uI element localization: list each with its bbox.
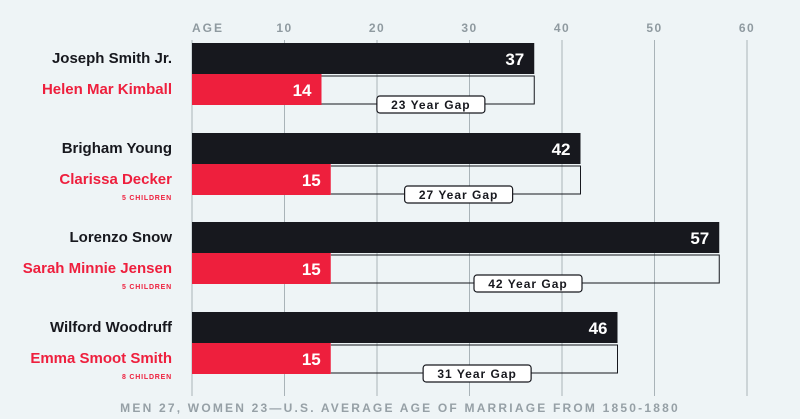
man-bar-1 xyxy=(192,133,581,164)
woman-age-label-2: 15 xyxy=(302,260,321,279)
gap-pill-0 xyxy=(376,95,486,114)
gap-value-1: 27 xyxy=(419,188,434,202)
gap-label-3: 31 Year Gap xyxy=(437,367,517,381)
man-age-label-0: 37 xyxy=(505,50,524,69)
x-tick-label-60: 60 xyxy=(739,21,755,35)
man-age-label-2: 57 xyxy=(690,229,709,248)
x-axis-label: AGE xyxy=(192,21,224,35)
man-bar-3 xyxy=(192,312,618,343)
man-bar-2 xyxy=(192,222,720,253)
woman-bar-0 xyxy=(192,74,322,105)
x-tick-label-50: 50 xyxy=(646,21,662,35)
x-tick-label-40: 40 xyxy=(554,21,570,35)
woman-bar-1 xyxy=(192,164,331,195)
woman-age-label-3: 15 xyxy=(302,350,321,369)
gap-value-3: 31 xyxy=(437,367,452,381)
woman-name-2: Sarah Minnie Jensen xyxy=(23,260,172,277)
man-name-0: Joseph Smith Jr. xyxy=(52,50,172,67)
man-name-1: Brigham Young xyxy=(62,140,172,157)
gap-pill-2 xyxy=(473,274,583,293)
gap-label-1: 27 Year Gap xyxy=(419,188,499,202)
woman-name-0: Helen Mar Kimball xyxy=(42,81,172,98)
gap-pill-3 xyxy=(422,364,532,383)
woman-bar-2 xyxy=(192,253,331,284)
x-tick-label-20: 20 xyxy=(369,21,385,35)
children-note-3: 8 CHILDREN xyxy=(122,374,172,381)
man-bar-0 xyxy=(192,43,535,74)
gap-suffix-2: Year Gap xyxy=(504,277,568,291)
gap-value-0: 23 xyxy=(391,98,406,112)
woman-age-label-0: 14 xyxy=(293,81,312,100)
woman-age-label-1: 15 xyxy=(302,171,321,190)
woman-name-1: Clarissa Decker xyxy=(59,171,172,188)
man-age-label-3: 46 xyxy=(589,319,608,338)
x-tick-label-30: 30 xyxy=(461,21,477,35)
gap-suffix-0: Year Gap xyxy=(406,98,470,112)
children-note-1: 5 CHILDREN xyxy=(122,195,172,202)
x-tick-label-10: 10 xyxy=(276,21,292,35)
gap-suffix-1: Year Gap xyxy=(434,188,498,202)
gap-pill-1 xyxy=(404,185,514,204)
man-name-3: Wilford Woodruff xyxy=(50,319,173,336)
woman-name-3: Emma Smoot Smith xyxy=(30,350,172,367)
gap-suffix-3: Year Gap xyxy=(453,367,517,381)
children-note-2: 5 CHILDREN xyxy=(122,284,172,291)
gap-value-2: 42 xyxy=(488,277,503,291)
woman-bar-3 xyxy=(192,343,331,374)
gap-label-2: 42 Year Gap xyxy=(488,277,568,291)
man-age-label-1: 42 xyxy=(552,140,571,159)
footer-note: MEN 27, WOMEN 23—U.S. AVERAGE AGE OF MAR… xyxy=(120,401,680,415)
gap-label-0: 23 Year Gap xyxy=(391,98,471,112)
man-name-2: Lorenzo Snow xyxy=(70,229,173,246)
